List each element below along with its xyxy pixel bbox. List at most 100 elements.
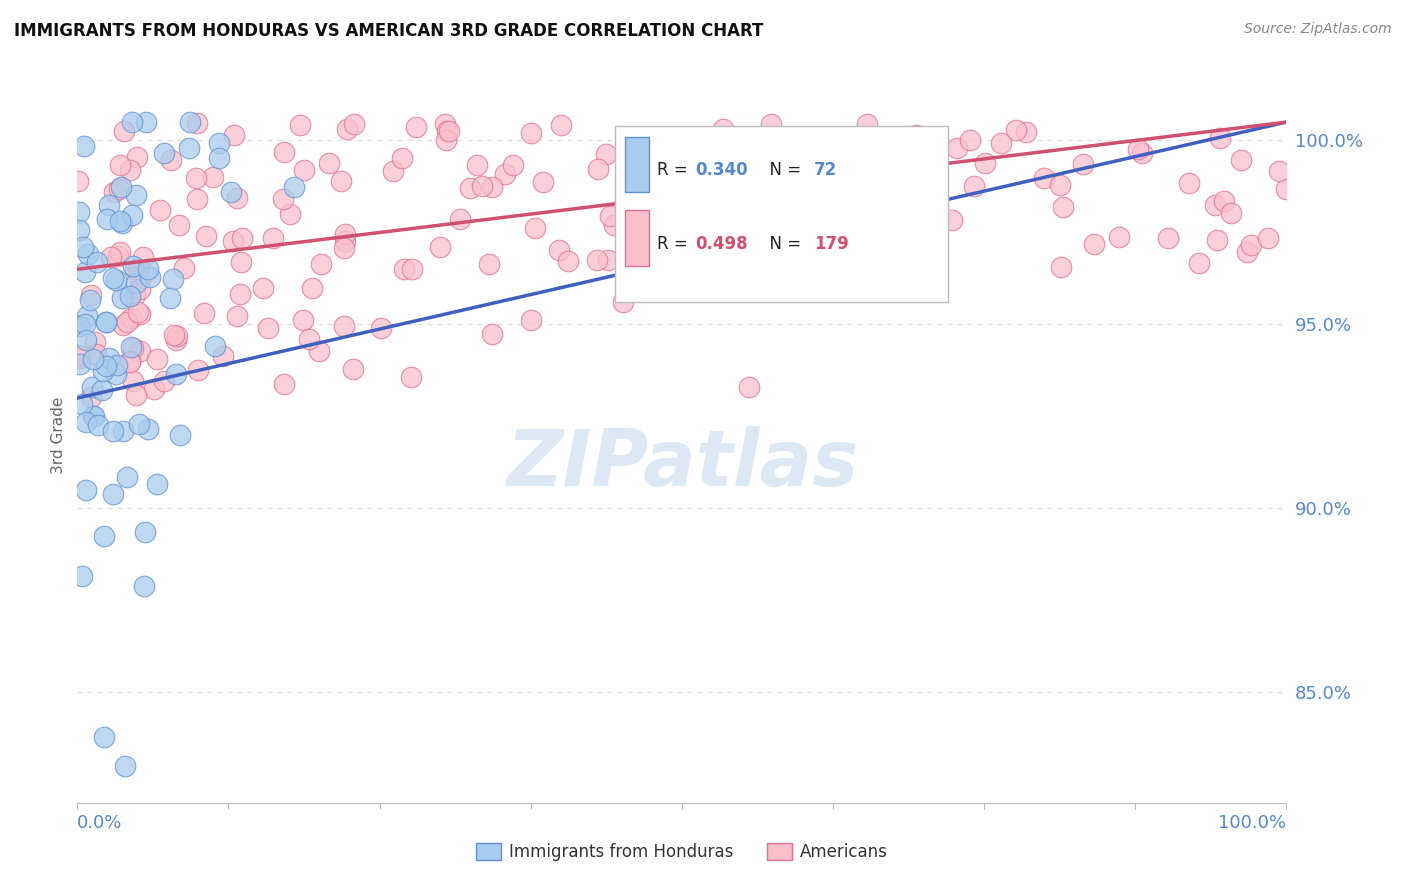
Point bbox=[465, 158, 488, 172]
Point bbox=[231, 254, 253, 268]
Point bbox=[434, 133, 457, 147]
Point bbox=[1126, 142, 1149, 156]
Point bbox=[391, 151, 413, 165]
Point bbox=[612, 295, 634, 310]
Text: ZIPatlas: ZIPatlas bbox=[506, 426, 858, 502]
Point bbox=[433, 117, 456, 131]
Point bbox=[990, 136, 1012, 151]
Point bbox=[671, 252, 693, 267]
Bar bbox=[626, 211, 650, 266]
Point bbox=[93, 731, 115, 745]
Point bbox=[118, 354, 141, 368]
Point bbox=[1177, 176, 1199, 190]
Point bbox=[759, 117, 782, 131]
Point bbox=[153, 145, 176, 160]
Point bbox=[76, 246, 98, 260]
Point bbox=[946, 141, 969, 155]
Point bbox=[94, 359, 117, 373]
Point bbox=[602, 219, 624, 233]
Point bbox=[129, 343, 152, 358]
Point bbox=[808, 194, 831, 208]
Point bbox=[173, 260, 195, 275]
Point bbox=[370, 321, 392, 335]
Point bbox=[494, 167, 516, 181]
Point bbox=[1032, 171, 1054, 186]
Point bbox=[115, 469, 138, 483]
Text: IMMIGRANTS FROM HONDURAS VS AMERICAN 3RD GRADE CORRELATION CHART: IMMIGRANTS FROM HONDURAS VS AMERICAN 3RD… bbox=[14, 22, 763, 40]
Point bbox=[208, 152, 231, 166]
Point bbox=[114, 759, 136, 773]
Point bbox=[75, 483, 97, 498]
Point bbox=[202, 170, 225, 185]
Point bbox=[125, 277, 148, 291]
Point bbox=[478, 257, 501, 271]
Point bbox=[1188, 255, 1211, 269]
Point bbox=[1108, 229, 1130, 244]
Point bbox=[70, 397, 93, 411]
Point bbox=[93, 364, 115, 378]
Point bbox=[82, 409, 104, 424]
Point bbox=[93, 529, 115, 543]
Point bbox=[86, 255, 108, 269]
Point bbox=[682, 143, 704, 157]
Point bbox=[896, 172, 918, 186]
Point bbox=[256, 321, 278, 335]
Point bbox=[332, 318, 354, 333]
Point bbox=[273, 145, 295, 159]
Point bbox=[118, 289, 141, 303]
Point bbox=[128, 262, 150, 277]
Point bbox=[1230, 153, 1253, 168]
Point bbox=[204, 339, 226, 353]
Point bbox=[94, 314, 117, 328]
Point bbox=[146, 476, 169, 491]
Point bbox=[187, 362, 209, 376]
Point bbox=[231, 231, 253, 245]
Point bbox=[586, 252, 609, 267]
Point bbox=[162, 272, 184, 286]
Point bbox=[1220, 206, 1243, 220]
Point bbox=[520, 313, 543, 327]
Point bbox=[120, 341, 142, 355]
Point bbox=[893, 172, 915, 186]
Point bbox=[66, 174, 89, 188]
Point bbox=[1275, 182, 1298, 196]
Point bbox=[67, 348, 90, 362]
Point bbox=[1049, 260, 1071, 274]
Point bbox=[121, 115, 143, 129]
Point bbox=[626, 169, 648, 184]
Point bbox=[309, 257, 332, 271]
Point bbox=[301, 281, 323, 295]
Point bbox=[765, 244, 787, 259]
Point bbox=[87, 417, 110, 432]
Point bbox=[125, 388, 148, 402]
Point bbox=[800, 258, 823, 272]
Point bbox=[856, 117, 879, 131]
Point bbox=[711, 121, 734, 136]
Point bbox=[134, 115, 156, 129]
Point bbox=[634, 245, 657, 260]
Point bbox=[79, 293, 101, 307]
Point bbox=[399, 369, 422, 384]
Point bbox=[342, 362, 364, 376]
Point bbox=[222, 128, 245, 142]
Point bbox=[128, 417, 150, 432]
Point bbox=[129, 272, 152, 286]
Point bbox=[1071, 157, 1094, 171]
Point bbox=[72, 240, 94, 254]
Point bbox=[165, 368, 187, 382]
Bar bbox=[626, 136, 650, 192]
Point bbox=[896, 131, 918, 145]
Point bbox=[288, 118, 311, 132]
Point bbox=[184, 170, 207, 185]
Point bbox=[297, 333, 319, 347]
Point bbox=[134, 524, 156, 539]
Point bbox=[547, 243, 569, 257]
Point bbox=[1257, 230, 1279, 244]
Point bbox=[586, 161, 609, 176]
Point bbox=[186, 192, 208, 206]
Point bbox=[963, 179, 986, 194]
Point bbox=[634, 237, 657, 252]
Point bbox=[186, 116, 208, 130]
Point bbox=[557, 253, 579, 268]
Point bbox=[768, 138, 790, 153]
